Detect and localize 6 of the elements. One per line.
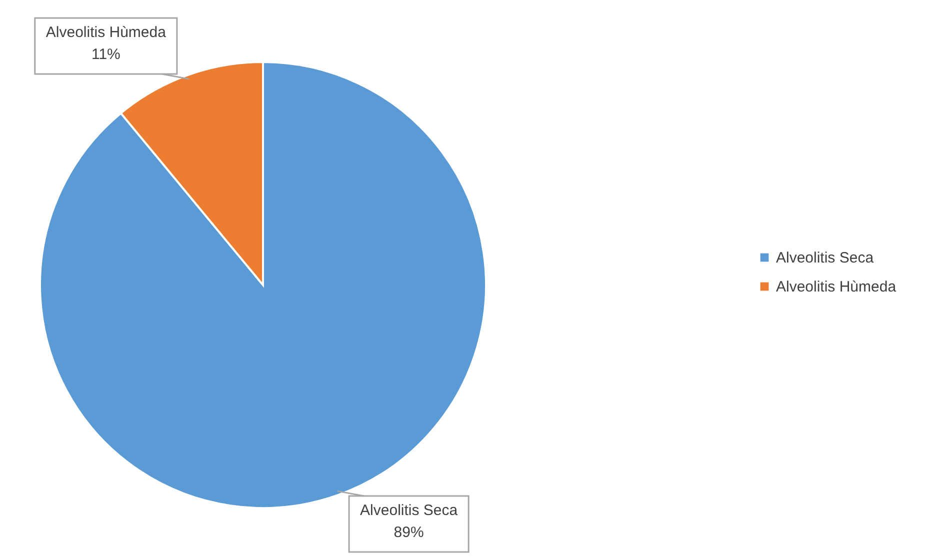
data-label: 89% (394, 524, 424, 541)
legend-label: Alveolitis Hùmeda (776, 278, 897, 296)
legend-label: Alveolitis Seca (776, 250, 874, 266)
slice-label: Alveolitis Seca (360, 502, 458, 519)
slice-label: Alveolitis Hùmeda (46, 24, 167, 42)
data-label: 11% (91, 46, 120, 64)
